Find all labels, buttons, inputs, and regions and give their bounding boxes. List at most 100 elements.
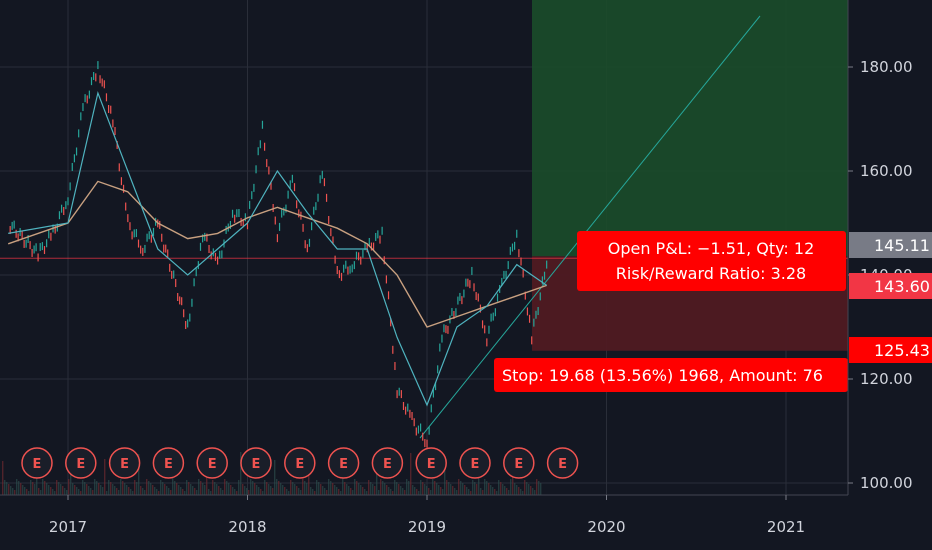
- volume-bar: [524, 480, 526, 495]
- volume-bar: [84, 482, 86, 495]
- volume-bar: [276, 479, 278, 495]
- volume-bar: [490, 485, 492, 495]
- price-badge-value: 143.60: [874, 277, 930, 296]
- earnings-label: E: [558, 457, 567, 472]
- volume-bar: [530, 486, 532, 495]
- moving-average-slow: [7, 180, 547, 328]
- volume-bar: [444, 461, 446, 495]
- volume-bar: [416, 489, 418, 495]
- volume-bar: [362, 487, 364, 495]
- volume-bar: [224, 479, 226, 495]
- volume-bar: [408, 481, 410, 495]
- volume-bar: [40, 490, 42, 495]
- volume-bar: [34, 484, 36, 495]
- volume-bar: [2, 461, 4, 495]
- volume-bar: [538, 481, 540, 495]
- earnings-marker: E: [503, 447, 535, 479]
- volume-bar: [204, 485, 206, 495]
- volume-bar: [406, 479, 408, 495]
- volume-bar: [132, 491, 134, 495]
- volume-bar: [108, 480, 110, 495]
- earnings-label: E: [76, 457, 85, 472]
- volume-bar: [486, 481, 488, 495]
- earnings-marker: E: [240, 447, 272, 479]
- volume-bar: [314, 491, 316, 495]
- volume-bar: [134, 480, 136, 495]
- volume-bar: [422, 482, 424, 495]
- earnings-circle: [503, 447, 535, 479]
- moving-average-fast: [8, 90, 548, 407]
- volume-bar: [482, 490, 484, 495]
- volume-bar: [138, 454, 140, 495]
- volume-bar: [412, 485, 414, 495]
- volume-bar: [470, 491, 472, 495]
- volume-bar: [4, 480, 6, 495]
- volume-bar: [180, 487, 182, 495]
- volume-bar: [366, 491, 368, 495]
- pnl-label: Open P&L: −1.51, Qty: 12 Risk/Reward Rati…: [577, 231, 846, 291]
- price-badge-value: 125.43: [874, 341, 930, 360]
- earnings-circle: [459, 447, 491, 479]
- volume-bar: [448, 482, 450, 495]
- volume-bar: [58, 482, 60, 495]
- volume-bar: [112, 484, 114, 495]
- volume-bar: [126, 485, 128, 495]
- volume-bar: [76, 487, 78, 495]
- volume-bar: [338, 489, 340, 495]
- x-tick-label: 2020: [587, 518, 625, 536]
- volume-bar: [382, 481, 384, 495]
- volume-bar: [280, 483, 282, 495]
- volume-bar: [88, 486, 90, 495]
- volume-bar: [182, 489, 184, 495]
- volume-bar: [176, 483, 178, 495]
- volume-bar: [102, 487, 104, 495]
- volume-bar: [30, 480, 32, 495]
- earnings-label: E: [164, 457, 173, 472]
- volume-bar: [156, 489, 158, 495]
- volume-bar: [336, 487, 338, 495]
- volume-bar: [532, 488, 534, 495]
- volume-bar: [434, 481, 436, 495]
- volume-bar: [368, 480, 370, 495]
- volume-bar: [202, 483, 204, 495]
- earnings-marker: E: [459, 447, 491, 479]
- earnings-label: E: [383, 457, 392, 472]
- volume-bar: [78, 489, 80, 495]
- volume-bar: [170, 490, 172, 495]
- x-tick-label: 2019: [408, 518, 446, 536]
- volume-bar: [90, 488, 92, 495]
- volume-bar: [432, 479, 434, 495]
- earnings-circle: [108, 447, 141, 479]
- volume-bar: [154, 487, 156, 495]
- price-badge-bg: [849, 232, 932, 258]
- earnings-marker: E: [546, 447, 579, 479]
- volume-bar: [12, 488, 14, 495]
- volume-bar: [376, 458, 378, 495]
- volume-bar: [32, 482, 34, 495]
- volume-bar: [66, 490, 68, 495]
- volume-bar: [476, 484, 478, 495]
- volume-bar: [350, 488, 352, 495]
- earnings-circle: [371, 447, 404, 479]
- stop-label-box: [494, 358, 848, 392]
- earnings-label: E: [252, 457, 261, 472]
- volume-bar: [158, 491, 160, 495]
- projection-line: [419, 15, 761, 439]
- volume-bar: [184, 491, 186, 495]
- volume-bar: [332, 483, 334, 495]
- volume-bar: [424, 484, 426, 495]
- volume-bar: [290, 480, 292, 495]
- volume-bar: [144, 490, 146, 495]
- volume-bar: [160, 480, 162, 495]
- volume-bar: [480, 488, 482, 495]
- earnings-marker: E: [65, 447, 97, 479]
- volume-bar: [310, 487, 312, 495]
- volume-bar: [316, 480, 318, 495]
- volume-bar: [268, 484, 270, 495]
- volume-bar: [374, 486, 376, 495]
- volume-bar: [86, 484, 88, 495]
- volume-bar: [142, 488, 144, 495]
- volume-bar: [442, 489, 444, 495]
